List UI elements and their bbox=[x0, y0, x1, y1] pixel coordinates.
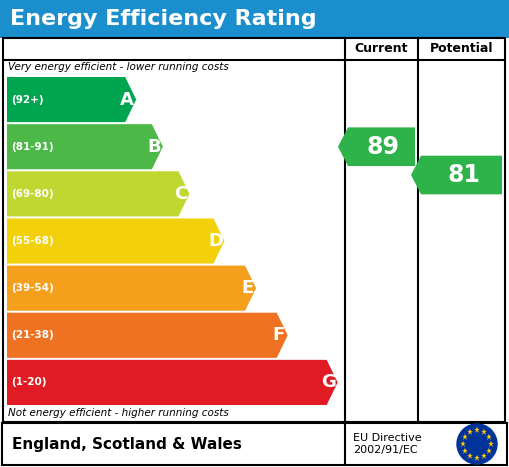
Text: 81: 81 bbox=[447, 163, 480, 187]
Polygon shape bbox=[7, 77, 136, 122]
Text: (55-68): (55-68) bbox=[11, 236, 54, 246]
Text: C: C bbox=[174, 185, 187, 203]
Text: E: E bbox=[241, 279, 253, 297]
Text: D: D bbox=[208, 232, 223, 250]
Polygon shape bbox=[411, 156, 502, 194]
Text: Current: Current bbox=[355, 42, 408, 56]
Text: B: B bbox=[147, 138, 161, 156]
Polygon shape bbox=[7, 171, 189, 216]
Polygon shape bbox=[338, 127, 415, 166]
Text: England, Scotland & Wales: England, Scotland & Wales bbox=[12, 437, 242, 452]
Text: A: A bbox=[120, 91, 134, 108]
Polygon shape bbox=[7, 360, 337, 405]
Text: Very energy efficient - lower running costs: Very energy efficient - lower running co… bbox=[8, 62, 229, 72]
Bar bbox=[3, 38, 505, 422]
Circle shape bbox=[457, 424, 497, 464]
Polygon shape bbox=[7, 219, 224, 263]
Polygon shape bbox=[7, 313, 288, 358]
Text: (39-54): (39-54) bbox=[11, 283, 54, 293]
Bar bbox=[2, 423, 507, 465]
Text: (1-20): (1-20) bbox=[11, 377, 46, 388]
Polygon shape bbox=[7, 266, 256, 311]
Text: (92+): (92+) bbox=[11, 95, 44, 105]
Text: Not energy efficient - higher running costs: Not energy efficient - higher running co… bbox=[8, 408, 229, 418]
Text: (69-80): (69-80) bbox=[11, 189, 53, 199]
Text: G: G bbox=[321, 374, 336, 391]
Text: Potential: Potential bbox=[430, 42, 493, 56]
Text: Energy Efficiency Rating: Energy Efficiency Rating bbox=[10, 9, 317, 29]
Bar bbox=[0, 0, 509, 38]
Text: 2002/91/EC: 2002/91/EC bbox=[353, 445, 417, 455]
Text: F: F bbox=[273, 326, 285, 344]
Polygon shape bbox=[7, 124, 163, 169]
Text: (81-91): (81-91) bbox=[11, 142, 53, 152]
Text: 89: 89 bbox=[367, 134, 400, 159]
Text: EU Directive: EU Directive bbox=[353, 433, 421, 443]
Text: (21-38): (21-38) bbox=[11, 330, 54, 340]
